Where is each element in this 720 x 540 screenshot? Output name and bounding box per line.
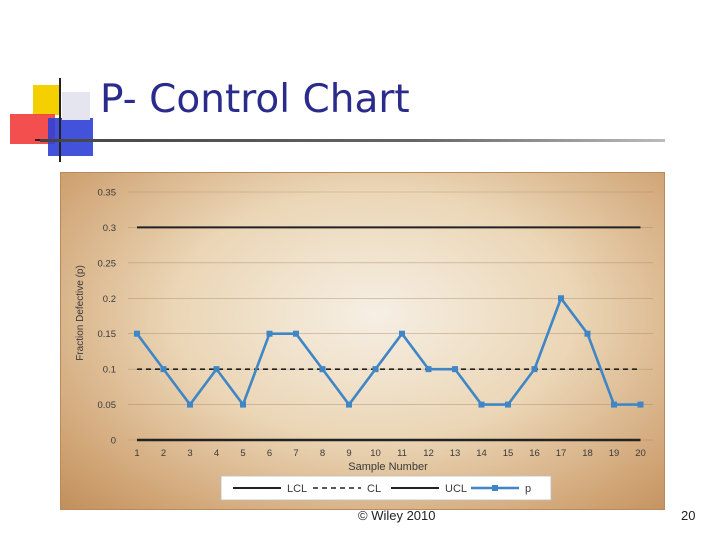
data-point bbox=[213, 366, 220, 373]
x-axis-label: Sample Number bbox=[348, 461, 428, 473]
footer-copyright: © Wiley 2010 bbox=[358, 508, 436, 523]
slide-logo bbox=[0, 0, 110, 170]
x-tick-label: 6 bbox=[267, 448, 272, 459]
x-tick-label: 1 bbox=[134, 448, 139, 459]
data-point bbox=[160, 366, 167, 373]
series-p bbox=[134, 295, 644, 408]
x-tick-label: 3 bbox=[187, 448, 192, 459]
x-tick-label: 9 bbox=[346, 448, 351, 459]
x-tick-labels: 1 2 3 4 5 6 7 8 9 10 11 12 13 14 15 16 17 18 19 20 bbox=[134, 448, 645, 459]
y-tick-label: 0.1 bbox=[103, 365, 116, 376]
data-point bbox=[372, 366, 379, 373]
x-tick-label: 2 bbox=[161, 448, 166, 459]
x-tick-label: 18 bbox=[582, 448, 593, 459]
data-point bbox=[637, 401, 644, 408]
x-tick-label: 14 bbox=[476, 448, 487, 459]
y-tick-labels: 0 0.05 0.1 0.15 0.2 0.25 0.3 0.35 bbox=[98, 188, 117, 447]
slide-title: P- Control Chart bbox=[100, 77, 410, 122]
y-tick-label: 0.15 bbox=[98, 329, 117, 340]
chart-legend: LCL CL UCL p bbox=[220, 475, 552, 501]
y-tick-label: 0.05 bbox=[98, 400, 117, 411]
data-point bbox=[531, 366, 538, 373]
data-point bbox=[319, 366, 326, 373]
y-tick-label: 0.3 bbox=[103, 223, 116, 234]
data-point bbox=[399, 330, 405, 337]
chart-panel: 0 0.05 0.1 0.15 0.2 0.25 0.3 0.35 1 2 3 4 5 6 7 8 9 10 11… bbox=[60, 172, 665, 510]
y-tick-label: 0.35 bbox=[98, 188, 117, 199]
x-tick-label: 8 bbox=[320, 448, 325, 459]
x-tick-label: 5 bbox=[240, 448, 245, 459]
x-tick-label: 12 bbox=[423, 448, 434, 459]
x-tick-label: 4 bbox=[214, 448, 219, 459]
data-point bbox=[187, 401, 193, 408]
x-tick-label: 19 bbox=[609, 448, 620, 459]
y-tick-label: 0.25 bbox=[98, 258, 117, 269]
data-point bbox=[346, 401, 352, 408]
data-point bbox=[134, 330, 140, 337]
data-point bbox=[293, 330, 299, 337]
y-axis-label: Fraction Defective (p) bbox=[75, 265, 86, 361]
x-tick-label: 20 bbox=[635, 448, 646, 459]
legend-label: LCL bbox=[287, 483, 307, 495]
x-tick-label: 11 bbox=[397, 448, 407, 459]
series-p-line bbox=[135, 296, 641, 406]
data-point bbox=[584, 330, 591, 337]
data-point bbox=[611, 401, 617, 408]
y-tick-label: 0 bbox=[111, 436, 116, 447]
data-point bbox=[558, 295, 564, 302]
data-point bbox=[240, 401, 246, 408]
page-number: 20 bbox=[681, 508, 696, 523]
logo-graphic bbox=[10, 78, 96, 162]
x-tick-label: 13 bbox=[450, 448, 461, 459]
legend-marker bbox=[492, 485, 498, 491]
legend-label: p bbox=[525, 483, 531, 495]
control-limit-lines bbox=[137, 226, 641, 442]
legend-label: CL bbox=[367, 483, 381, 495]
x-tick-label: 17 bbox=[556, 448, 567, 459]
data-point bbox=[478, 401, 485, 408]
data-point bbox=[425, 366, 432, 373]
x-tick-label: 10 bbox=[370, 448, 381, 459]
x-tick-label: 7 bbox=[293, 448, 298, 459]
legend-label: UCL bbox=[445, 483, 467, 495]
data-point bbox=[266, 330, 273, 337]
x-tick-label: 16 bbox=[529, 448, 540, 459]
data-point bbox=[505, 401, 511, 408]
data-point bbox=[452, 366, 458, 373]
x-tick-label: 15 bbox=[503, 448, 514, 459]
y-tick-label: 0.2 bbox=[103, 294, 116, 305]
p-control-chart: 00.050.10.150.20.250.30.35 1 2 3 4 5 6 7 8 9 10 11… bbox=[75, 188, 653, 501]
title-underline bbox=[40, 139, 665, 142]
